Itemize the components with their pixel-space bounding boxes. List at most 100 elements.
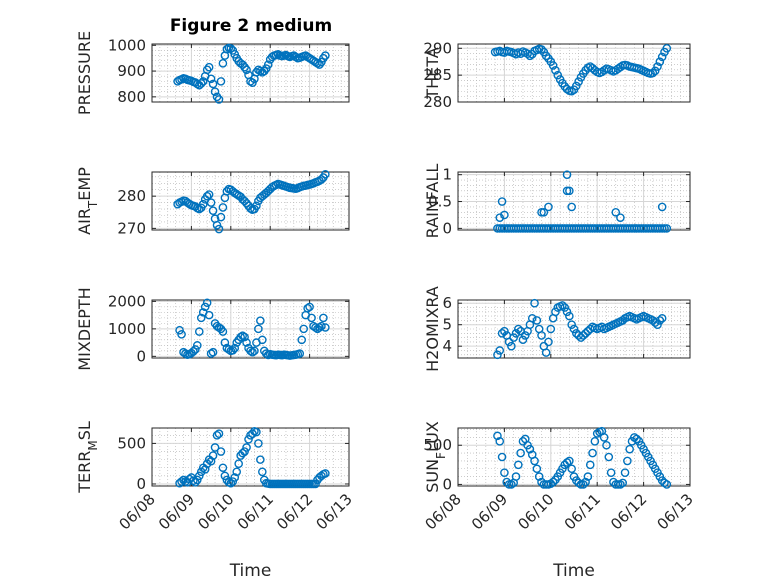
data-point xyxy=(495,346,505,355)
x-tick-label: 06/12 xyxy=(607,490,650,533)
data-point xyxy=(228,477,238,486)
data-point xyxy=(539,207,549,217)
data-point xyxy=(602,440,611,450)
y-tick-label: 5 xyxy=(442,316,452,334)
data-point xyxy=(226,478,236,488)
data-point xyxy=(218,59,228,68)
axes-box xyxy=(457,299,691,359)
data-point xyxy=(562,170,572,179)
y-tick-label: 0.5 xyxy=(428,193,452,211)
data-point xyxy=(590,437,600,446)
y-axis-label: TERRMSL xyxy=(75,421,100,494)
data-point xyxy=(236,332,245,342)
data-point xyxy=(196,313,206,323)
data-point xyxy=(232,467,242,477)
data-point xyxy=(212,431,222,440)
data-point xyxy=(567,320,576,330)
data-point xyxy=(256,316,265,325)
data-point xyxy=(218,463,228,473)
data-point xyxy=(319,313,328,323)
data-point xyxy=(514,460,523,470)
data-point xyxy=(193,341,202,350)
data-point xyxy=(311,479,320,489)
x-tick-label: 06/08 xyxy=(116,490,159,533)
data-point xyxy=(242,65,251,75)
data-point xyxy=(291,52,301,62)
data-point xyxy=(196,79,206,88)
data-point xyxy=(657,202,667,212)
data-point xyxy=(250,346,259,356)
data-point xyxy=(500,326,509,336)
data-point xyxy=(618,478,628,488)
data-point xyxy=(567,202,576,212)
x-tick-label: 06/10 xyxy=(194,490,237,533)
data-point xyxy=(238,448,247,458)
data-point xyxy=(242,443,251,452)
data-point xyxy=(525,444,535,454)
data-point xyxy=(193,475,202,485)
data-point xyxy=(514,324,523,334)
data-point xyxy=(532,316,542,325)
data-point xyxy=(206,456,216,466)
axes-box xyxy=(457,171,691,231)
data-point xyxy=(191,478,200,487)
data-point xyxy=(230,473,240,482)
y-tick-label: 0 xyxy=(136,347,146,365)
data-point xyxy=(208,79,218,89)
data-point xyxy=(311,323,320,332)
data-point xyxy=(238,331,247,341)
data-point xyxy=(252,427,261,437)
data-point xyxy=(261,349,271,358)
data-point xyxy=(254,324,263,334)
data-point xyxy=(226,44,236,53)
data-point xyxy=(206,198,216,207)
data-point xyxy=(200,302,210,312)
y-axis-label: AIRTEMP xyxy=(75,167,100,235)
data-point xyxy=(578,331,588,340)
axes-box xyxy=(151,43,350,103)
axes-mixdepth: 0 1000 2000 MIXDEPTH xyxy=(75,287,350,371)
data-point xyxy=(544,337,553,347)
data-point xyxy=(189,476,198,486)
data-point xyxy=(611,207,621,217)
data-point xyxy=(585,460,595,470)
data-point xyxy=(583,472,593,481)
data-point xyxy=(497,197,507,206)
data-point xyxy=(525,51,535,61)
data-point xyxy=(497,328,507,338)
data-point xyxy=(258,467,267,477)
data-point xyxy=(321,169,330,179)
data-point xyxy=(200,465,210,474)
y-tick-label: 280 xyxy=(423,93,452,111)
data-point xyxy=(234,459,243,468)
data-point xyxy=(252,201,261,211)
y-axis-label: H2OMIXRA xyxy=(423,286,442,372)
data-point xyxy=(224,345,234,354)
data-point xyxy=(177,330,186,339)
data-point xyxy=(558,301,567,310)
x-axis-label: Time xyxy=(552,561,595,581)
data-point xyxy=(632,434,641,444)
y-tick-label: 270 xyxy=(117,219,146,237)
data-point xyxy=(565,456,574,466)
data-point xyxy=(493,350,502,360)
data-point xyxy=(544,202,553,212)
data-point xyxy=(206,74,216,84)
data-point xyxy=(175,325,184,335)
data-point xyxy=(523,49,532,58)
data-point xyxy=(189,347,198,356)
data-point xyxy=(198,77,208,86)
data-point xyxy=(214,224,224,234)
y-tick-label: 1 xyxy=(442,166,452,184)
y-axis-label: THETA xyxy=(423,47,442,99)
data-point xyxy=(657,313,667,323)
x-tick-label: 06/09 xyxy=(468,490,511,533)
data-point xyxy=(648,68,658,78)
axes-box xyxy=(457,427,691,487)
y-axis-label: RAINFALL xyxy=(423,164,442,239)
data-point xyxy=(307,313,316,323)
